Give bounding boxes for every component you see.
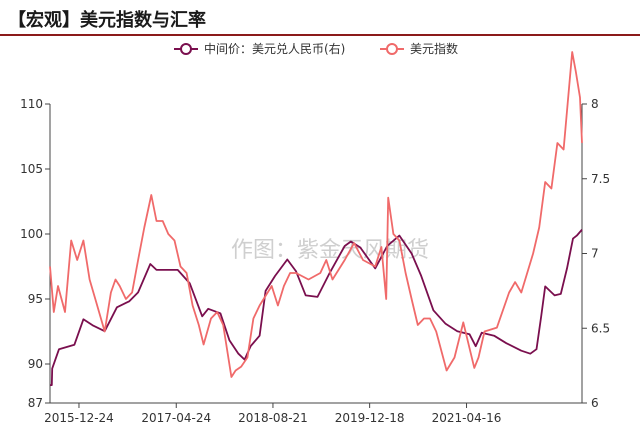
legend-dxy-marker <box>386 43 398 55</box>
y-left-tick-label: 90 <box>28 357 43 371</box>
axes: 87 90 95 100 105 110 6 6.5 7 7.5 8 2015-12-24 2017-0… <box>20 97 610 425</box>
y-right-tick-label: 6.5 <box>591 321 610 335</box>
series-layer <box>49 51 583 386</box>
y-left-tick-label: 105 <box>20 162 43 176</box>
series-line-usd-cny <box>50 229 583 386</box>
legend: 中间价：美元兑人民币(右) 美元指数 <box>174 41 458 56</box>
x-tick-label: 2019-12-18 <box>335 411 405 425</box>
x-tick-label: 2017-04-24 <box>141 411 211 425</box>
x-tick-label: 2015-12-24 <box>44 411 114 425</box>
y-right-tick-label: 7 <box>591 247 599 261</box>
y-left-tick-label: 95 <box>28 292 43 306</box>
watermark: 作图：紫金天风期货 <box>231 238 429 263</box>
y-left-tick-label: 87 <box>28 396 43 410</box>
y-right-tick-label: 7.5 <box>591 172 610 186</box>
legend-dxy: 美元指数 <box>380 41 458 56</box>
legend-usd-cny-label: 中间价：美元兑人民币(右) <box>204 41 345 56</box>
title-underline <box>0 34 640 36</box>
x-tick-label: 2021-04-16 <box>432 411 502 425</box>
y-left-tick-label: 100 <box>20 227 43 241</box>
series-line-dxy <box>49 51 583 378</box>
legend-usd-cny-marker <box>180 43 192 55</box>
legend-usd-cny: 中间价：美元兑人民币(右) <box>174 41 345 56</box>
title-bar: 【宏观】美元指数与汇率 <box>0 0 640 36</box>
x-tick-label: 2018-08-21 <box>238 411 308 425</box>
legend-dxy-label: 美元指数 <box>410 41 458 56</box>
y-right-tick-label: 6 <box>591 396 599 410</box>
y-left-tick-label: 110 <box>20 97 43 111</box>
page-title: 【宏观】美元指数与汇率 <box>8 10 206 31</box>
y-right-tick-label: 8 <box>591 97 599 111</box>
